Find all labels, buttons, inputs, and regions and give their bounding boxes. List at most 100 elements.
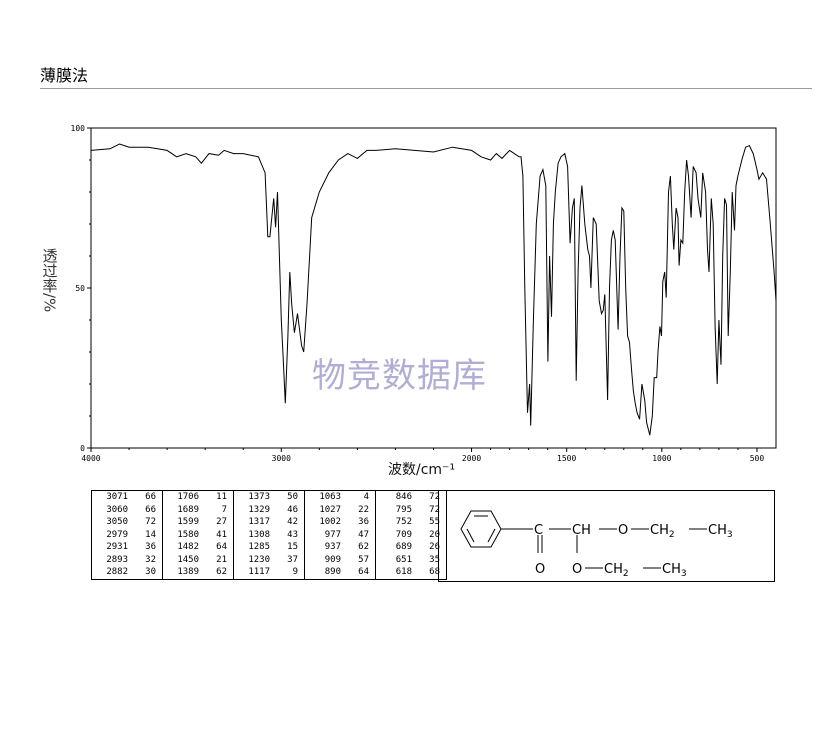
peak-wavenumber: 1063	[319, 492, 341, 502]
x-tick-label: 1500	[557, 454, 576, 463]
peak-wavenumber: 909	[324, 554, 341, 565]
peak-cell: 2931 36	[91, 541, 163, 554]
peak-transmittance: 64	[216, 542, 227, 552]
atom-ch2-b: CH	[604, 562, 623, 577]
peak-cell: 1027 22	[304, 503, 376, 517]
peak-transmittance: 64	[358, 567, 369, 577]
peak-wavenumber: 3060	[106, 504, 128, 515]
peak-cell: 846 72	[375, 490, 447, 504]
peak-wavenumber: 1230	[248, 554, 270, 565]
peak-entry: 1706 11	[169, 491, 227, 504]
peak-wavenumber: 1373	[248, 492, 270, 502]
peak-wavenumber: 3071	[106, 492, 128, 502]
y-axis-ticks: 0 50 100	[71, 124, 91, 453]
svg-text:CH3: CH3	[662, 562, 687, 579]
peak-transmittance: 21	[216, 554, 227, 565]
peak-wavenumber: 1002	[319, 517, 341, 527]
peak-entry: 1285 15	[240, 541, 298, 554]
peak-cell: 2893 32	[91, 553, 163, 566]
x-tick-label: 4000	[81, 454, 100, 463]
y-tick-label: 0	[80, 444, 85, 453]
peak-wavenumber: 795	[395, 504, 412, 515]
peak-transmittance: 47	[358, 529, 369, 540]
peak-entry: 1230 37	[240, 554, 298, 567]
peak-wavenumber: 3050	[106, 517, 128, 527]
peak-row: 3071 66 1706 11 1373 50 1063 4 846 72	[91, 490, 447, 504]
peak-transmittance: 11	[216, 492, 227, 502]
plot-frame	[90, 127, 777, 449]
peak-cell: 1689 7	[162, 503, 234, 517]
peak-cell: 1063 4	[304, 490, 376, 504]
peak-cell: 752 55	[375, 516, 447, 529]
structure-box: C CH O CH2 CH3 O O CH2 CH3	[438, 490, 775, 582]
peak-row: 2931 36 1482 64 1285 15 937 62 689 26	[91, 541, 447, 554]
peak-cell: 1706 11	[162, 490, 234, 504]
peak-cell: 1117 9	[233, 566, 305, 580]
benzene-ring	[460, 510, 502, 548]
watermark: 物竞数据库	[312, 356, 487, 396]
y-tick-label: 100	[71, 124, 86, 133]
peak-transmittance: 37	[287, 554, 298, 565]
peak-entry: 1308 43	[240, 529, 298, 542]
peak-row: 3050 72 1599 27 1317 42 1002 36 752 55	[91, 516, 447, 529]
peak-cell: 909 57	[304, 553, 376, 566]
peak-wavenumber: 846	[395, 492, 412, 502]
peak-transmittance: 27	[216, 517, 227, 527]
sub-2-a: 2	[669, 530, 675, 540]
peak-cell: 1482 64	[162, 541, 234, 554]
peak-wavenumber: 2979	[106, 529, 128, 540]
peak-wavenumber: 890	[324, 567, 341, 577]
peak-table: 3071 66 1706 11 1373 50 1063 4 846 72 3060 66 1689 7 1…	[91, 490, 447, 580]
peak-row: 2979 14 1580 41 1308 43 977 47 709 20	[91, 528, 447, 542]
peak-cell: 1285 15	[233, 541, 305, 554]
peak-cell: 689 26	[375, 541, 447, 554]
peak-entry: 1689 7	[169, 504, 227, 517]
peak-wavenumber: 1389	[177, 567, 199, 577]
peak-transmittance: 36	[358, 517, 369, 527]
x-tick-label: 1000	[652, 454, 671, 463]
atom-ch: CH	[572, 523, 591, 538]
peak-entry: 2979 14	[98, 529, 156, 542]
peak-cell: 1317 42	[233, 516, 305, 529]
peak-entry: 689 26	[382, 541, 440, 554]
peak-entry: 1063 4	[311, 491, 369, 504]
atom-ch3-a: CH	[708, 523, 727, 538]
peak-wavenumber: 709	[395, 529, 412, 540]
peak-transmittance: 15	[287, 542, 298, 552]
peak-entry: 795 72	[382, 504, 440, 517]
peak-transmittance: 72	[429, 492, 440, 502]
peak-cell: 1230 37	[233, 553, 305, 567]
peak-cell: 1329 46	[233, 503, 305, 517]
peak-entry: 1329 46	[240, 504, 298, 517]
peak-wavenumber: 937	[324, 542, 341, 552]
svg-text:CH2: CH2	[604, 562, 629, 579]
peak-entry: 1317 42	[240, 516, 298, 529]
x-axis-label: 波数/cm⁻¹	[388, 462, 456, 478]
atom-c1: C	[534, 523, 543, 538]
peak-transmittance: 68	[429, 567, 440, 577]
peak-transmittance: 14	[145, 529, 156, 540]
peak-transmittance: 72	[429, 504, 440, 515]
peak-transmittance: 41	[216, 529, 227, 540]
peak-cell: 1450 21	[162, 553, 234, 567]
peak-cell: 1389 62	[162, 566, 234, 580]
peak-entry: 3071 66	[98, 491, 156, 504]
atom-o-carbonyl: O	[535, 562, 545, 577]
peak-transmittance: 42	[287, 517, 298, 527]
peak-transmittance: 62	[358, 542, 369, 552]
peak-cell: 3071 66	[91, 490, 163, 504]
peak-transmittance: 66	[145, 504, 156, 515]
peak-transmittance: 66	[145, 492, 156, 502]
peak-transmittance: 9	[292, 567, 298, 577]
peak-entry: 618 68	[382, 566, 440, 579]
peak-wavenumber: 1317	[248, 517, 270, 527]
peak-transmittance: 62	[216, 567, 227, 577]
peak-entry: 1389 62	[169, 566, 227, 579]
peak-entry: 1450 21	[169, 554, 227, 567]
peak-transmittance: 35	[429, 554, 440, 565]
svg-text:CH3: CH3	[708, 523, 733, 540]
x-axis-ticks: 4000 3000 2000 1500 1000 500	[81, 448, 764, 463]
peak-cell: 1373 50	[233, 490, 305, 504]
peak-entry: 1027 22	[311, 504, 369, 517]
peak-transmittance: 36	[145, 542, 156, 552]
